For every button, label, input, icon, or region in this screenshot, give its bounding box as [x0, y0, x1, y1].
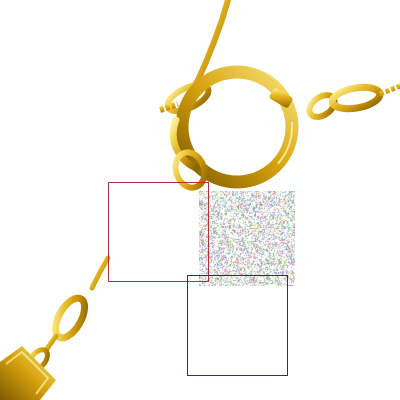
noise-patch — [199, 191, 295, 286]
end-tag-plate — [0, 346, 56, 400]
spring-ring-clasp — [175, 65, 299, 189]
blue-bounding-box — [187, 275, 288, 376]
chain-right — [306, 83, 400, 120]
chain-through-clasp — [169, 116, 208, 191]
chain-lower-left — [26, 255, 111, 373]
red-bounding-box — [108, 182, 209, 282]
